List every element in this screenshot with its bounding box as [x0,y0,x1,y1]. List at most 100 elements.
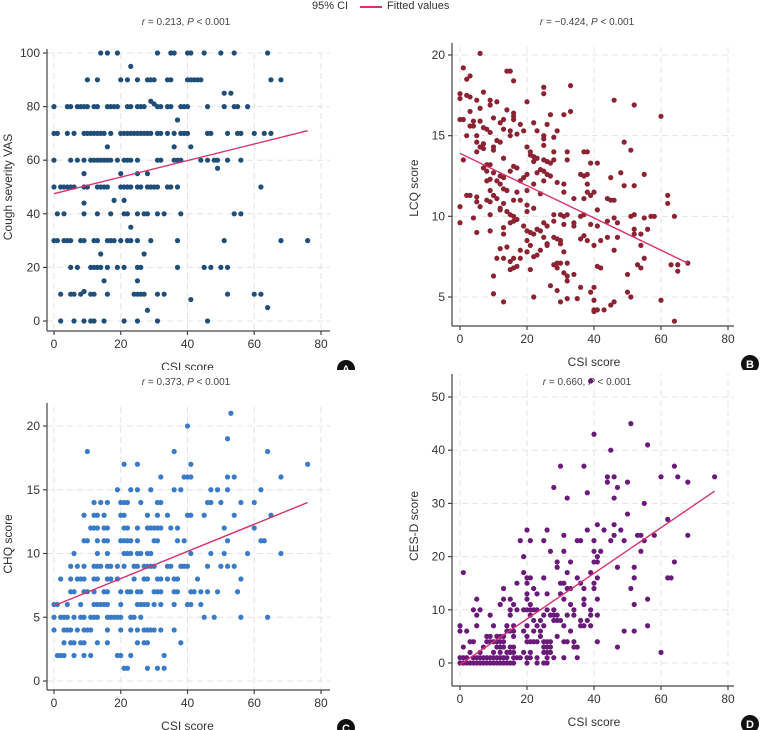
data-point [121,512,127,518]
data-point [81,288,87,295]
data-point [118,589,124,595]
data-point [507,220,513,226]
data-point [104,589,110,595]
data-point [460,65,466,71]
data-point [84,448,90,455]
data-point [81,171,87,177]
data-point [547,283,554,289]
data-point [511,633,517,639]
data-point [221,238,227,244]
data-point [191,589,197,595]
data-point [244,550,251,557]
data-point [158,589,164,595]
data-point [517,255,523,261]
data-point [218,264,224,270]
panel-label-text: A [342,364,350,370]
data-point [88,652,94,659]
data-point [261,130,267,136]
data-point [551,149,557,155]
data-point [671,213,677,219]
fitted-line [53,130,308,195]
data-point [557,617,564,624]
data-point [668,575,674,581]
data-point [470,123,476,129]
data-point [611,495,617,501]
data-point [554,612,560,618]
data-point [631,102,637,108]
data-point [54,238,60,244]
data-point [134,487,141,493]
data-point [138,264,144,270]
data-point [544,121,550,127]
data-point [651,213,657,219]
data-point [94,550,100,557]
data-point [188,512,194,518]
data-point [541,234,547,240]
panel-d-chart: 0 20 40 60 80 0 10 20 30 40 50 r = 0.660, P < 0.001… [407,374,759,730]
data-point [594,596,600,602]
data-point [507,612,513,618]
data-point [588,192,594,198]
data-point [134,461,141,467]
x-tick-label: 40 [181,337,195,351]
data-point [534,639,540,645]
data-point [524,660,530,666]
data-point [474,194,480,200]
data-point [460,569,466,576]
data-point [154,665,161,671]
data-point [611,247,617,253]
data-point [238,576,244,582]
data-point [161,211,167,217]
data-point [628,421,634,427]
data-point [211,614,217,620]
data-point [631,601,637,608]
x-tick-label: 60 [654,692,668,706]
data-point [68,238,74,244]
data-point [487,228,493,234]
data-point [198,601,204,608]
data-point [511,255,517,261]
data-point [158,601,164,608]
fitted-line [459,490,715,666]
data-point [108,130,114,136]
legend-fit-label: Fitted values [387,0,450,12]
data-point [104,640,110,646]
data-point [638,548,644,554]
data-point [564,495,570,501]
data-point [161,665,167,671]
data-point [124,525,131,531]
data-point [134,211,141,217]
data-point [564,212,570,218]
data-point [598,548,604,554]
data-point [544,242,550,248]
data-point [561,270,567,276]
data-point [554,287,560,294]
data-point [128,652,134,659]
data-point [474,97,480,103]
data-point [221,550,227,557]
data-point [487,187,493,194]
data-point [631,231,637,237]
data-point [614,234,621,240]
data-point [251,525,257,531]
data-point [124,77,131,83]
data-point [144,512,151,518]
data-point [134,627,141,633]
data-point [467,94,473,100]
data-point [71,318,77,324]
legend: 95% CI Fitted values [0,0,763,14]
data-point [534,591,540,597]
panel-label-badge [337,360,355,370]
data-point [594,522,600,528]
x-tick-label: 20 [520,332,534,346]
data-point [500,126,507,132]
data-point [631,226,637,232]
data-point [114,487,121,493]
data-point [178,640,184,646]
data-point [524,202,530,208]
data-point [51,627,57,633]
data-point [474,229,480,236]
data-point [547,173,554,179]
data-point [81,318,87,324]
data-point [231,50,237,56]
